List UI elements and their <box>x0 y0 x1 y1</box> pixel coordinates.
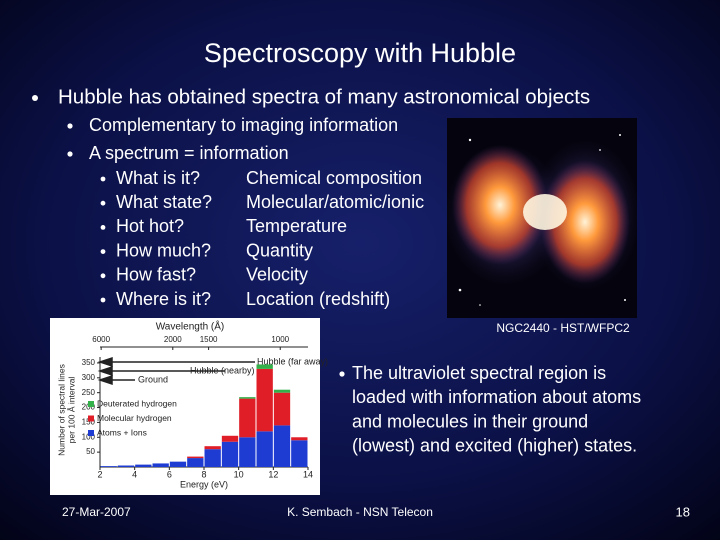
answer: Velocity <box>246 265 308 285</box>
x-tick-label: 12 <box>268 469 278 479</box>
footer-author: K. Sembach - NSN Telecon <box>287 505 433 519</box>
bar-segment <box>100 466 117 467</box>
bar-segment <box>117 465 135 467</box>
legend-swatch <box>88 430 94 436</box>
y-tick-label: 250 <box>82 388 96 397</box>
question: Hot hot? <box>116 216 184 236</box>
side-note: The ultraviolet spectral region is <box>352 363 606 383</box>
top-axis-label: Wavelength (Å) <box>156 320 225 333</box>
annotation-arrows <box>97 356 255 386</box>
bullet-dot <box>100 176 106 182</box>
bar-segment <box>204 449 221 467</box>
question: What is it? <box>116 168 200 188</box>
bar-segment <box>135 464 152 467</box>
y-tick-label: 50 <box>86 447 95 456</box>
top-tick-label: 6000 <box>92 335 110 344</box>
annotation: Hubble (nearby) <box>190 365 255 375</box>
y-tick-label: 150 <box>82 418 96 427</box>
main-bullet: Hubble has obtained spectra of many astr… <box>58 85 590 108</box>
answer: Molecular/atomic/ionic <box>246 192 424 212</box>
legend-swatch <box>88 401 94 407</box>
bar-segment <box>273 425 291 467</box>
side-note: loaded with information about atoms <box>352 387 641 407</box>
bar-segment <box>169 461 187 467</box>
bullet-dot <box>339 371 345 377</box>
footer-date: 27-Mar-2007 <box>62 505 131 519</box>
bar-segment <box>239 398 256 438</box>
bar-segment <box>204 446 221 450</box>
nebula-image <box>445 118 640 318</box>
question: What state? <box>116 192 212 212</box>
annotation: Hubble (far away) <box>257 356 328 366</box>
bullet-dot <box>100 249 106 255</box>
y-axis-label: per 100 Å interval <box>66 377 76 444</box>
bar-segment <box>152 463 169 467</box>
x-tick-label: 14 <box>303 469 313 479</box>
bullet-dot <box>67 151 73 157</box>
x-axis-label: Energy (eV) <box>180 479 228 489</box>
bar-segment <box>187 458 204 467</box>
bullet-dot <box>100 297 106 303</box>
y-tick-label: 300 <box>82 373 96 382</box>
annotation: Ground <box>138 374 168 384</box>
answer: Chemical composition <box>246 168 422 188</box>
y-axis-label: Number of spectral lines <box>56 364 66 456</box>
x-tick-label: 10 <box>234 469 244 479</box>
bullet-dot <box>100 225 106 230</box>
image-caption: NGC2440 - HST/WFPC2 <box>496 321 630 335</box>
side-note: and molecules in their ground <box>352 411 588 431</box>
x-tick-label: 6 <box>167 469 172 479</box>
bar-segment <box>291 440 308 467</box>
page-number: 18 <box>676 504 690 519</box>
answer: Location (redshift) <box>246 289 390 309</box>
legend-label: Atoms + Ions <box>97 427 147 437</box>
y-tick-label: 200 <box>82 403 96 412</box>
x-tick-label: 4 <box>132 469 137 479</box>
top-tick-label: 1000 <box>271 335 289 344</box>
bar-segment <box>239 437 256 467</box>
bullet-dot <box>32 95 38 101</box>
bar-segment <box>291 437 308 441</box>
legend-label: Deuterated hydrogen <box>97 398 177 408</box>
bar-segment <box>239 397 256 399</box>
bar-segment <box>273 389 291 393</box>
question: Where is it? <box>116 289 211 309</box>
x-tick-label: 2 <box>97 469 102 479</box>
side-note: (lowest) and excited (higher) states. <box>352 436 637 456</box>
question: How much? <box>116 240 211 260</box>
sub-bullet: A spectrum = information <box>89 143 289 163</box>
bar-segment <box>221 435 239 442</box>
bar-segment <box>273 392 291 426</box>
spectral-lines-figure: Wavelength (Å) Energy (eV) Number of spe… <box>50 318 328 495</box>
slide-title: Spectroscopy with Hubble <box>204 38 516 68</box>
legend-label: Molecular hydrogen <box>97 413 172 423</box>
answer: Temperature <box>246 216 347 236</box>
bullet-dot <box>100 200 106 206</box>
question: How fast? <box>116 265 196 285</box>
y-tick-label: 350 <box>82 358 96 367</box>
bullet-dot <box>100 273 106 279</box>
bar-segment <box>256 364 273 369</box>
bar-segment <box>256 368 273 432</box>
x-tick-label: 8 <box>201 469 206 479</box>
y-tick-label: 100 <box>82 432 96 441</box>
sub-bullet: Complementary to imaging information <box>89 115 398 135</box>
answer: Quantity <box>246 240 313 260</box>
bullet-dot <box>67 123 73 129</box>
bar-segment <box>187 456 204 459</box>
top-tick-label: 2000 <box>164 335 182 344</box>
legend-swatch <box>88 415 94 422</box>
bar-segment <box>221 441 239 467</box>
top-tick-label: 1500 <box>200 335 218 344</box>
bar-segment <box>256 431 273 467</box>
